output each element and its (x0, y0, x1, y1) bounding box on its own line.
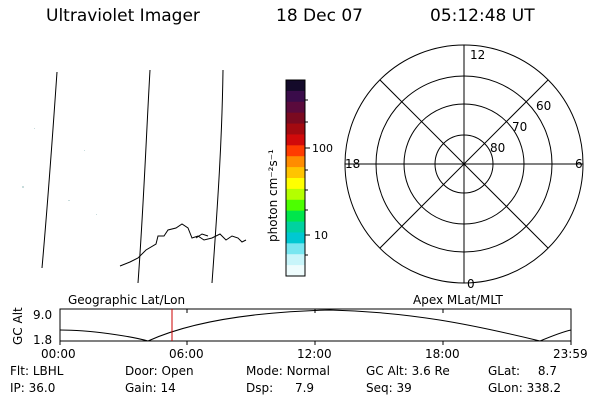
mlt-label-midnight: 0 (467, 277, 475, 291)
dsp-readout: Dsp: 7.9 (246, 381, 314, 395)
mode-label: Mode: (246, 364, 283, 378)
gain-value: 14 (160, 381, 176, 395)
seq-value: 39 (396, 381, 412, 395)
altitude-plot-frame (59, 308, 572, 342)
time-tick-0600: 06:00 (169, 347, 204, 361)
gc-alt-label: GC Alt: (366, 364, 408, 378)
geographic-map-panel (41, 69, 247, 284)
door-label: Door: (125, 364, 158, 378)
colorbar-segment (286, 254, 305, 266)
glat-label: GLat: (488, 364, 521, 378)
apex-panel-label: Apex MLat/MLT (413, 293, 503, 307)
gc-alt-value: 3.6 Re (411, 364, 450, 378)
noise-dots (22, 128, 97, 215)
colorbar-unit-label: photon cm⁻²s⁻¹ (266, 149, 280, 242)
longitude-line (41, 71, 58, 269)
lat-label-60: 60 (536, 99, 551, 113)
colorbar-segment (286, 188, 305, 201)
glat-readout: GLat: 8.7 (488, 364, 557, 378)
longitude-line (211, 69, 224, 284)
colorbar-segment (286, 199, 305, 212)
altitude-ytick-max: 9.0 (33, 308, 52, 322)
altitude-curve (59, 309, 572, 342)
altitude-x-ticks (59, 309, 572, 345)
colorbar-segment (286, 112, 305, 125)
dsp-value: 7.9 (294, 381, 315, 395)
colorbar-segment (286, 156, 305, 168)
colorbar-segment (286, 167, 305, 179)
colorbar-segment (286, 123, 305, 136)
gc-alt-readout: GC Alt: 3.6 Re (366, 364, 450, 378)
instrument-title: Ultraviolet Imager (46, 6, 200, 26)
colorbar-segment (286, 243, 305, 255)
colorbar-segment (286, 221, 305, 234)
time-tick-0000: 00:00 (41, 347, 76, 361)
colorbar-segment (286, 232, 305, 244)
altitude-axis-label: GC Alt (11, 307, 25, 345)
time-tick-2359: 23:59 (553, 347, 588, 361)
door-value: Open (161, 364, 194, 378)
seq-readout: Seq: 39 (366, 381, 412, 395)
gain-label: Gain: (125, 381, 157, 395)
filter-value: LBHL (32, 364, 64, 378)
mode-value: Normal (286, 364, 330, 378)
filter-readout: Flt: LBHL (10, 364, 63, 378)
colorbar-tick-10: 10 (314, 229, 328, 242)
colorbar (286, 80, 305, 277)
gain-readout: Gain: 14 (125, 381, 176, 395)
coastline (195, 233, 209, 239)
dsp-label: Dsp: (246, 381, 274, 395)
observation-date: 18 Dec 07 (276, 6, 363, 26)
glon-readout: GLon: 338.2 (488, 381, 561, 395)
polar-mlt-plot (344, 44, 584, 284)
glon-label: GLon: (488, 381, 523, 395)
colorbar-segment (286, 101, 305, 114)
seq-label: Seq: (366, 381, 393, 395)
ip-value: 36.0 (28, 381, 56, 395)
longitude-line (137, 69, 151, 284)
coastline (119, 223, 247, 267)
mlt-label-dawn: 6 (575, 157, 583, 171)
colorbar-segment (286, 145, 305, 157)
colorbar-segment (286, 134, 305, 146)
glon-value: 338.2 (526, 381, 561, 395)
glat-value: 8.7 (537, 364, 558, 378)
colorbar-segment (286, 265, 305, 277)
geographic-panel-label: Geographic Lat/Lon (68, 293, 185, 307)
colorbar-tick-100: 100 (312, 142, 333, 155)
colorbar-ticks (305, 99, 310, 256)
lat-label-70: 70 (512, 120, 527, 134)
mlt-label-dusk: 18 (345, 157, 360, 171)
colorbar-segment (286, 80, 305, 92)
colorbar-segment (286, 90, 305, 103)
altitude-plot: GC Alt 9.0 1.8 00:00 06:00 12:00 18:00 2… (11, 307, 588, 361)
observation-time: 05:12:48 UT (430, 6, 535, 26)
time-tick-1200: 12:00 (297, 347, 332, 361)
altitude-ytick-min: 1.8 (33, 333, 52, 347)
ip-label: IP: (10, 381, 25, 395)
ip-readout: IP: 36.0 (10, 381, 55, 395)
colorbar-segment (286, 178, 305, 190)
filter-label: Flt: (10, 364, 29, 378)
colorbar-segment (286, 210, 305, 223)
lat-label-80: 80 (490, 141, 505, 155)
door-readout: Door: Open (125, 364, 194, 378)
mode-readout: Mode: Normal (246, 364, 330, 378)
time-tick-1800: 18:00 (425, 347, 460, 361)
colorbar-frame (285, 79, 306, 277)
mlt-label-noon: 12 (470, 48, 485, 62)
